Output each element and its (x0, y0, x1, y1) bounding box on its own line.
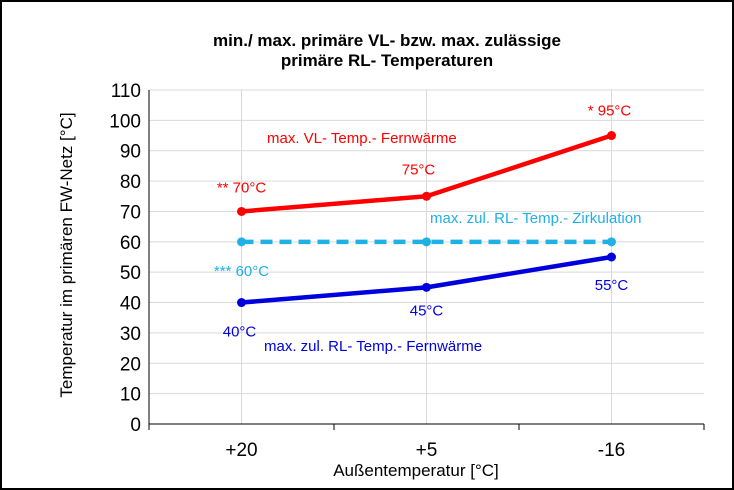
series-name-label: max. zul. RL- Temp.- Zirkulation (430, 210, 641, 227)
data-point (422, 191, 431, 201)
data-value-label: *** 60°C (214, 263, 269, 280)
y-tick-label: 0 (130, 415, 141, 436)
data-point (607, 131, 616, 141)
chart-title-line-2: primäre RL- Temperaturen (281, 51, 493, 70)
y-tick-label: 50 (120, 263, 141, 284)
y-tick-label: 70 (120, 202, 141, 223)
data-value-label: 40°C (223, 324, 257, 341)
data-value-label: 45°C (410, 302, 444, 319)
x-tick-labels: +20 +5 -16 (225, 440, 625, 461)
series-name-label: max. VL- Temp.- Fernwärme (267, 130, 457, 147)
y-tick-label: 30 (120, 324, 141, 345)
y-tick-label: 80 (120, 172, 141, 193)
y-tick-label: 40 (120, 294, 141, 315)
data-point (237, 206, 246, 216)
data-value-label: 75°C (402, 161, 436, 178)
y-tick-label: 20 (120, 354, 141, 375)
x-axis-label: Außentemperatur [°C] (333, 461, 499, 480)
x-tick-label: -16 (598, 440, 625, 461)
y-tick-label: 10 (120, 385, 141, 406)
data-point (607, 237, 616, 247)
x-tick-label: +20 (225, 440, 257, 461)
data-point (607, 252, 616, 262)
axes (148, 90, 705, 430)
y-tick-labels: 0 10 20 30 40 50 60 70 80 90 100 110 (109, 81, 141, 436)
y-tick-label: 110 (111, 81, 141, 102)
data-point (237, 237, 246, 247)
data-labels: max. VL- Temp.- Fernwärme max. zul. RL- T… (214, 103, 642, 355)
data-point (237, 298, 246, 308)
series-name-label: max. zul. RL- Temp.- Fernwärme (264, 338, 482, 355)
y-tick-label: 100 (109, 111, 141, 132)
data-value-label: ** 70°C (217, 179, 267, 196)
data-value-label: 55°C (595, 277, 629, 294)
chart-title-line-1: min./ max. primäre VL- bzw. max. zulässi… (213, 31, 561, 50)
y-tick-label: 60 (120, 233, 141, 254)
y-axis-label: Temperatur im primären FW-Netz [°C] (57, 112, 76, 397)
x-tick-label: +5 (416, 440, 438, 461)
series-lines (237, 131, 616, 308)
data-point (422, 237, 431, 247)
y-tick-label: 90 (120, 142, 141, 163)
data-point (422, 282, 431, 292)
data-value-label: * 95°C (588, 103, 632, 120)
